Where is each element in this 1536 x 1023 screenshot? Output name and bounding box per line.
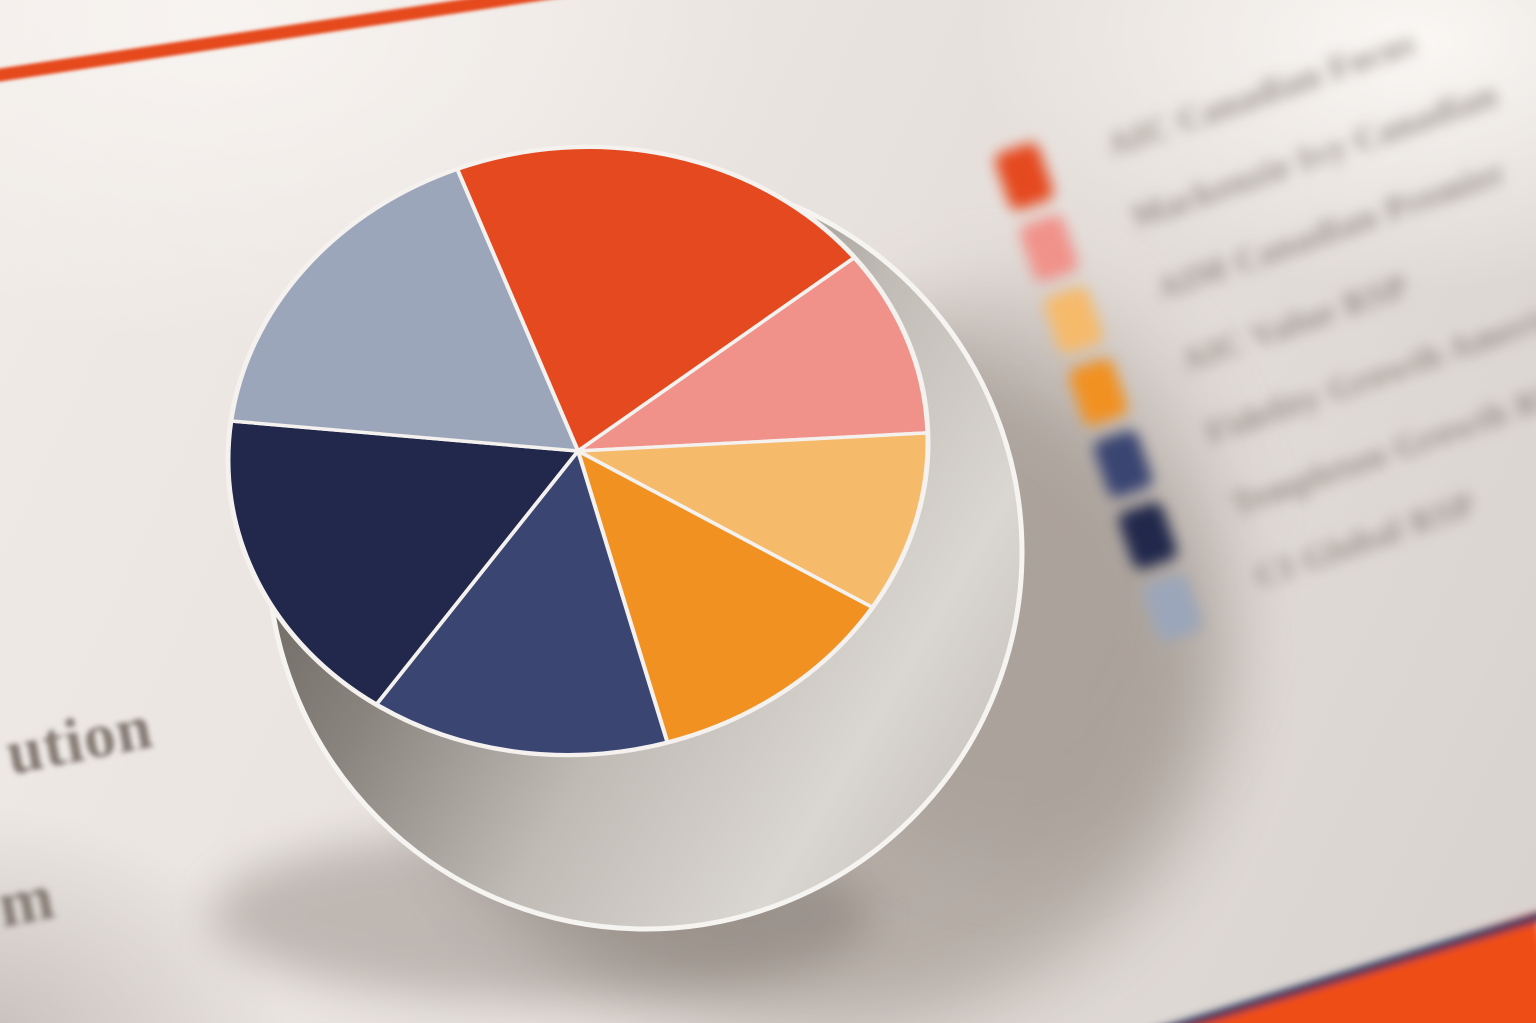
bottom-right-corner [1174,912,1536,1023]
pie-slices [225,144,931,758]
corner-orange-band [1187,912,1536,1023]
top-orange-rule [0,0,546,82]
corner-navy-rule [1174,913,1536,1023]
pie-outline [225,144,931,758]
